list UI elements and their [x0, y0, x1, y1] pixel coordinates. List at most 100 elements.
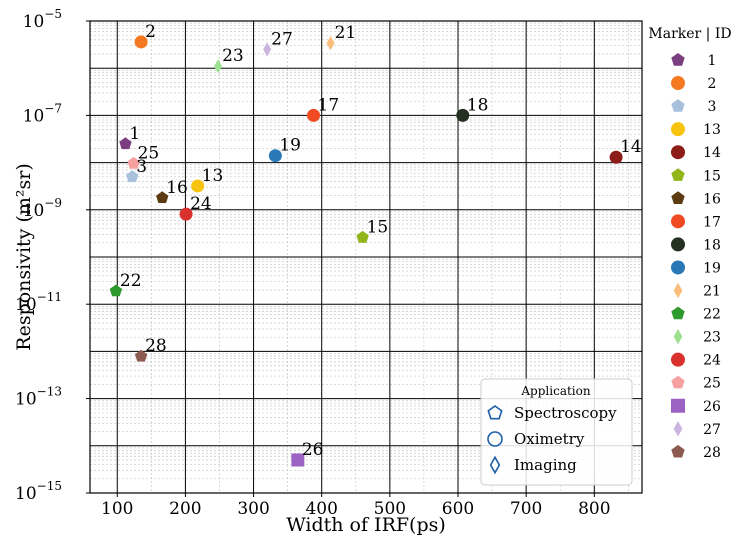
marker-id-legend: Marker | ID 1231314151617181921222324252…: [648, 26, 731, 461]
point-label-15: 15: [367, 217, 389, 237]
legend-marker-23: [673, 328, 683, 345]
y-tick-base: 10: [15, 484, 37, 504]
x-tick-label: 800: [578, 499, 610, 519]
point-label-2: 2: [145, 22, 156, 42]
y-tick-label: 10−11: [15, 290, 62, 315]
y-tick-exponent: −13: [37, 385, 62, 399]
legend-id-17: 17: [703, 214, 721, 230]
data-point-28: [134, 349, 148, 362]
y-tick-base: 10: [23, 106, 45, 126]
application-marker-circle: [487, 431, 503, 447]
y-tick-exponent: −5: [44, 7, 62, 21]
y-tick-base: 10: [15, 390, 37, 410]
point-label-17: 17: [318, 95, 340, 115]
y-tick-base: 10: [23, 12, 45, 32]
data-point-14: [609, 150, 623, 164]
legend-marker-18: [671, 237, 685, 252]
legend-id-27: 27: [703, 422, 721, 438]
x-axis-label: Width of IRF(ps): [286, 514, 446, 536]
x-tick-label: 100: [101, 499, 133, 519]
legend-marker-3: [671, 99, 685, 112]
legend-id-28: 28: [703, 445, 721, 461]
point-label-25: 25: [138, 143, 160, 163]
data-points: [109, 35, 623, 467]
legend-marker-13: [671, 122, 685, 137]
x-tick-label: 600: [442, 499, 474, 519]
x-tick-label: 400: [305, 499, 337, 519]
data-point-19: [268, 149, 282, 163]
legend-id-23: 23: [703, 330, 721, 346]
data-point-2: [134, 35, 148, 49]
legend-marker-25: [671, 375, 685, 389]
data-point-26: [291, 453, 305, 467]
legend-id-15: 15: [703, 168, 721, 184]
legend-marker-22: [671, 306, 685, 320]
data-point-16: [156, 191, 169, 203]
x-tick-label: 500: [374, 499, 406, 519]
legend-marker-28: [671, 444, 685, 458]
legend-id-1: 1: [708, 53, 717, 69]
y-tick-base: 10: [15, 295, 37, 315]
point-label-18: 18: [467, 95, 489, 115]
point-label-1: 1: [129, 124, 140, 144]
data-point-3: [126, 170, 139, 183]
legend-id-14: 14: [703, 145, 721, 161]
legend-id-13: 13: [703, 122, 721, 138]
point-label-27: 27: [271, 29, 293, 49]
legend-marker-2: [671, 76, 685, 91]
legend-marker-26: [671, 398, 685, 413]
legend-id-22: 22: [703, 307, 721, 323]
legend-id-16: 16: [703, 191, 721, 207]
point-label-16: 16: [166, 178, 188, 198]
point-label-13: 13: [202, 166, 224, 186]
y-tick-base: 10: [23, 201, 45, 221]
data-point-25: [127, 156, 140, 169]
marker-id-legend-title: Marker | ID: [648, 26, 731, 42]
y-tick-exponent: −11: [37, 290, 62, 304]
data-point-15: [356, 230, 369, 243]
y-tick-exponent: −9: [44, 196, 62, 210]
grid-major: [90, 21, 642, 493]
data-point-13: [191, 179, 205, 193]
point-label-23: 23: [222, 46, 244, 66]
data-point-24: [179, 207, 193, 221]
y-tick-exponent: −15: [37, 479, 62, 493]
y-tick-label: 10−15: [15, 479, 62, 504]
legend-marker-15: [671, 168, 685, 181]
point-label-14: 14: [620, 137, 642, 157]
application-legend-title: Application: [520, 384, 590, 398]
data-point-17: [307, 108, 321, 122]
application-label-diamond: Imaging: [514, 456, 577, 474]
x-tick-label: 200: [169, 499, 201, 519]
legend-marker-16: [671, 191, 685, 204]
point-label-3: 3: [136, 157, 147, 177]
point-label-21: 21: [335, 23, 357, 43]
y-axis-label: Responsivity (m²sr): [13, 163, 35, 350]
data-point-1: [119, 137, 132, 150]
legend-marker-19: [671, 260, 685, 275]
legend-marker-21: [673, 282, 683, 299]
legend-marker-27: [673, 421, 683, 437]
point-label-22: 22: [120, 271, 142, 291]
legend-id-19: 19: [703, 260, 721, 276]
plot-frame: [89, 20, 643, 494]
legend-id-21: 21: [703, 284, 721, 300]
application-legend: Application Spectroscopy Oximetry Imaging: [480, 378, 633, 486]
legend-id-24: 24: [703, 353, 721, 369]
x-tick-label: 300: [237, 499, 269, 519]
y-tick-label: 10−9: [23, 196, 62, 221]
legend-id-3: 3: [708, 99, 717, 115]
legend-marker-14: [671, 145, 685, 160]
legend-marker-1: [671, 53, 685, 66]
application-marker-diamond: [489, 455, 501, 475]
y-tick-label: 10−13: [15, 385, 62, 410]
point-label-24: 24: [190, 194, 212, 214]
y-tick-exponent: −7: [44, 101, 62, 115]
data-point-27: [263, 42, 272, 57]
legend-id-2: 2: [708, 76, 717, 92]
application-label-pentagon: Spectroscopy: [514, 404, 617, 422]
point-label-28: 28: [145, 336, 167, 356]
x-tick-label: 700: [510, 499, 542, 519]
y-tick-label: 10−7: [23, 101, 62, 126]
